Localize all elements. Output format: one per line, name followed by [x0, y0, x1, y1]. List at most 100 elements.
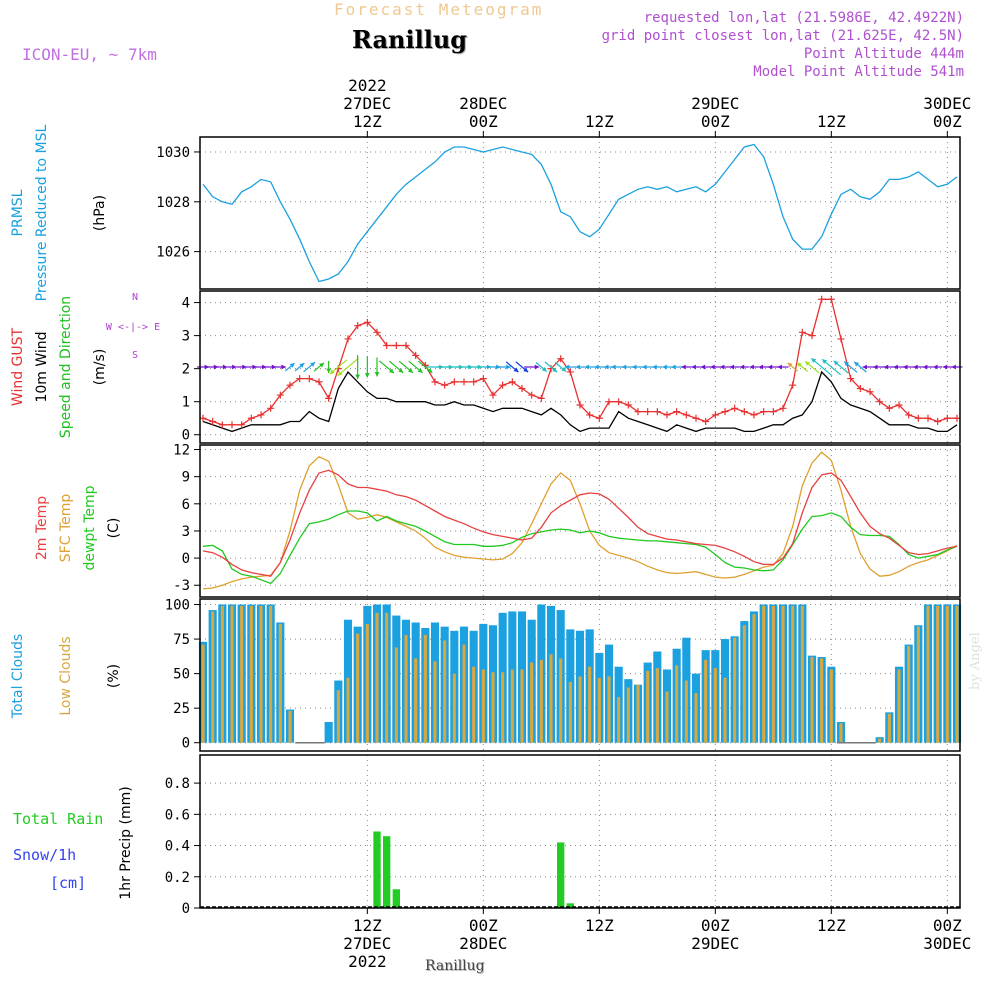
wind-panel [197, 295, 963, 433]
wind-arrow-head [604, 364, 609, 370]
time-label-top: 00Z [469, 112, 498, 131]
low-cloud-bar [771, 605, 775, 743]
compass-west-east: W <-|-> E [106, 322, 160, 333]
label-percent: (%) [106, 664, 122, 688]
gust-marker [383, 342, 391, 350]
gust-marker [218, 421, 226, 429]
rain-bar [392, 889, 401, 908]
time-label-top: 2022 [348, 76, 387, 95]
wind-arrow-head [903, 364, 908, 370]
time-label-top: 00Z [933, 112, 962, 131]
y-tick-label: 100 [165, 598, 190, 614]
low-cloud-bar [887, 713, 891, 743]
gust-marker [537, 394, 545, 402]
wind-arrow-head [729, 364, 735, 370]
low-cloud-bar [752, 614, 756, 743]
label-total-rain: Total Rain [13, 810, 103, 828]
y-tick-label: 0 [182, 551, 190, 567]
gust-marker [508, 378, 516, 386]
wind-arrow-head [204, 364, 209, 370]
time-label-bottom: 28DEC [459, 934, 507, 953]
low-cloud-bar [211, 611, 215, 743]
gust-marker [692, 414, 700, 422]
y-tick-label: 0.8 [165, 776, 190, 792]
gust-marker [943, 414, 951, 422]
low-cloud-bar [945, 605, 949, 743]
low-cloud-bar [559, 658, 563, 743]
y-tick-label: 0.6 [165, 807, 190, 823]
dewpt-line [202, 510, 958, 585]
gust-marker [924, 414, 932, 422]
gust-marker [731, 404, 739, 412]
wind-arrow-head [767, 364, 773, 370]
time-label-top: 30DEC [923, 94, 971, 113]
wind-speed-line [202, 370, 958, 433]
time-label-top: 00Z [701, 112, 730, 131]
wind-arrow-head [862, 364, 867, 370]
gust-marker [760, 408, 768, 416]
low-cloud-bar [549, 654, 553, 743]
time-label-top: 12Z [817, 112, 846, 131]
gust-marker [586, 411, 594, 419]
wind-arrow-head [299, 363, 305, 368]
low-cloud-bar [375, 612, 379, 743]
gust-marker [682, 411, 690, 419]
rain-bar [373, 831, 381, 908]
gust-marker [818, 295, 826, 303]
low-cloud-bar [626, 687, 630, 743]
panel-frame [199, 754, 961, 909]
wind-arrow-head [796, 362, 802, 368]
y-tick-label: 4 [182, 296, 190, 312]
gust-marker [827, 295, 835, 303]
low-cloud-bar [433, 661, 437, 743]
wind-arrow-head [213, 364, 219, 370]
low-cloud-bar [385, 612, 389, 743]
low-cloud-bar [897, 669, 901, 743]
wind-arrow-head [923, 364, 928, 370]
wind-arrow-head [242, 364, 247, 370]
low-cloud-bar [762, 605, 766, 743]
label-sfc-temp: SFC Temp [58, 494, 74, 563]
wind-arrow-head [933, 364, 938, 370]
low-cloud-bar [704, 659, 708, 743]
wind-arrow-head [326, 368, 332, 373]
gust-marker [431, 378, 439, 386]
gust-marker [247, 414, 255, 422]
wind-arrow-head [262, 364, 267, 370]
y-tick-label: 1028 [156, 195, 190, 211]
chart-subtitle: Forecast Meteogram [334, 0, 544, 19]
time-label-bottom: 00Z [469, 916, 498, 935]
low-cloud-bar [810, 657, 814, 743]
gust-marker [702, 418, 710, 426]
low-cloud-bar [878, 738, 882, 743]
gust-marker [615, 398, 623, 406]
y-tick-label: 1030 [156, 145, 190, 161]
gust-marker [721, 408, 729, 416]
low-cloud-bar [733, 637, 737, 743]
gust-marker [605, 398, 613, 406]
wind-arrow [337, 357, 359, 377]
wind-arrow-head [564, 364, 570, 370]
y-tick-label: 0.4 [165, 839, 190, 855]
wind-arrow-head [811, 358, 817, 363]
gust-marker [905, 411, 913, 419]
low-cloud-bar [926, 605, 930, 743]
low-cloud-bar [646, 670, 650, 743]
time-label-bottom: 29DEC [691, 934, 739, 953]
low-cloud-bar [588, 666, 592, 743]
label-10m-wind: 10m Wind [34, 331, 50, 402]
gust-marker [653, 408, 661, 416]
time-label-bottom: 00Z [701, 916, 730, 935]
clouds-panel [198, 604, 962, 744]
wind-arrow-head [951, 364, 956, 370]
panel-frame [199, 136, 961, 290]
wind-arrow-head [389, 368, 394, 374]
low-cloud-bar [578, 676, 582, 743]
gust-marker [663, 411, 671, 419]
wind-arrow-head [310, 362, 316, 367]
gust-marker [267, 404, 275, 412]
wind-arrow-head [222, 364, 228, 370]
time-label-top: 27DEC [343, 94, 391, 113]
gust-marker [354, 322, 362, 330]
gust-marker [450, 378, 458, 386]
